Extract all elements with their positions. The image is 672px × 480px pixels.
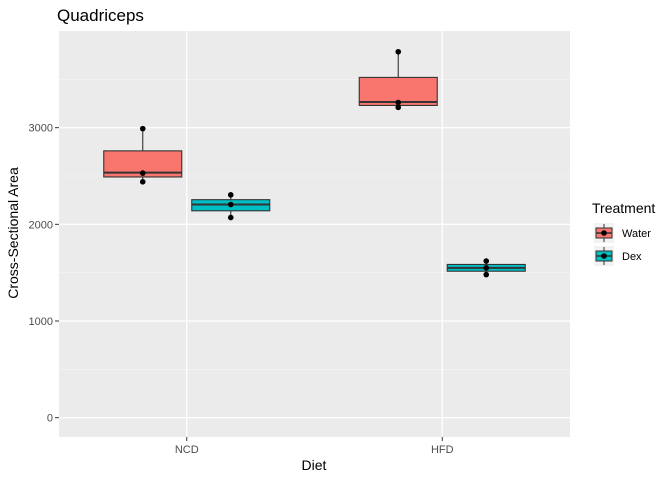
x-tick-label: HFD — [431, 444, 454, 456]
box-marks — [103, 48, 526, 278]
x-axis: NCD HFD — [175, 437, 454, 456]
box-dex-hfd — [446, 258, 526, 278]
data-point — [139, 125, 146, 132]
legend-item-dex: Dex — [594, 246, 642, 266]
data-point — [395, 48, 402, 55]
y-tick-label: 0 — [47, 413, 53, 425]
data-point — [395, 99, 402, 106]
y-axis-title: Cross-Sectional Area — [5, 167, 21, 299]
legend: Treatment Water Dex — [592, 200, 655, 266]
data-point — [139, 179, 146, 185]
major-grid — [59, 31, 570, 437]
data-point — [227, 201, 234, 208]
data-point — [395, 104, 402, 111]
y-tick-label: 3000 — [29, 123, 53, 135]
data-point — [483, 258, 490, 264]
legend-item-water: Water — [594, 223, 651, 243]
legend-key-point — [601, 230, 607, 236]
box-dex-ncd — [191, 192, 271, 221]
data-point — [483, 265, 490, 271]
y-tick-label: 2000 — [29, 219, 53, 231]
data-point — [139, 170, 146, 176]
data-point — [483, 271, 490, 278]
y-axis: 0 1000 2000 3000 — [29, 123, 59, 425]
legend-key-point — [601, 253, 607, 259]
y-tick-label: 1000 — [29, 316, 53, 328]
legend-label: Dex — [622, 251, 642, 263]
x-axis-title: Diet — [302, 457, 327, 473]
plot-panel — [59, 31, 570, 437]
box-water-ncd — [103, 125, 183, 185]
data-point — [227, 192, 234, 198]
data-point — [227, 214, 234, 221]
legend-label: Water — [622, 228, 651, 240]
x-tick-label: NCD — [175, 444, 199, 456]
legend-title: Treatment — [592, 200, 655, 216]
box-water-hfd — [358, 48, 438, 111]
chart-title: Quadriceps — [57, 6, 144, 25]
